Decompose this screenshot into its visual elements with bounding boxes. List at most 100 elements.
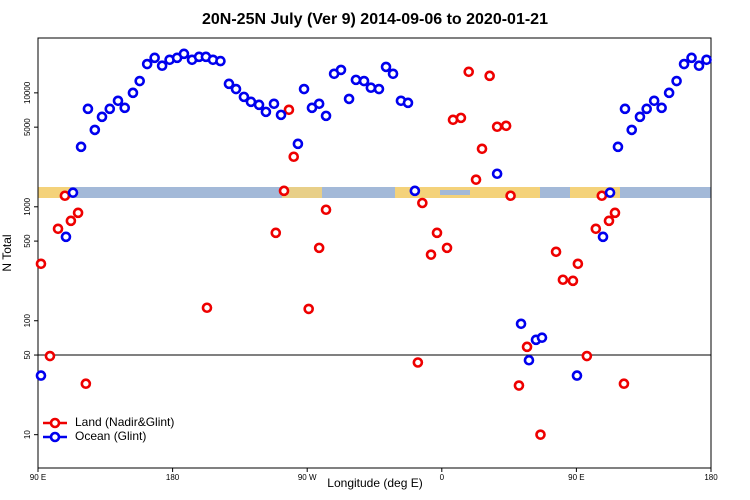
- point: [35, 370, 47, 381]
- point: [275, 109, 287, 121]
- x-tick-label: 180: [704, 473, 718, 482]
- point: [463, 66, 475, 78]
- point: [431, 227, 443, 239]
- point: [513, 380, 525, 391]
- point: [484, 70, 495, 82]
- point: [178, 48, 190, 60]
- point: [67, 187, 79, 198]
- point: [373, 83, 385, 95]
- point: [343, 93, 355, 105]
- chart-title: 20N-25N July (Ver 9) 2014-09-06 to 2020-…: [202, 11, 548, 28]
- point: [298, 83, 310, 95]
- point: [238, 91, 250, 103]
- point: [571, 370, 583, 381]
- map-strip: [38, 187, 711, 198]
- point: [500, 120, 512, 132]
- point: [223, 78, 235, 90]
- x-tick-label: 0: [440, 473, 445, 482]
- legend-label: Land (Nadir&Glint): [75, 415, 174, 429]
- point: [230, 83, 242, 95]
- point: [618, 378, 630, 390]
- point: [678, 58, 690, 70]
- plot-frame: [37, 37, 712, 469]
- point: [72, 207, 84, 219]
- point: [491, 168, 503, 180]
- point: [567, 275, 579, 287]
- point: [604, 187, 616, 198]
- point: [44, 350, 56, 362]
- point: [656, 102, 667, 114]
- point: [590, 223, 602, 235]
- point: [523, 354, 535, 366]
- point: [365, 82, 377, 93]
- point: [149, 52, 160, 64]
- point: [134, 75, 145, 87]
- point: [536, 332, 548, 343]
- point: [412, 357, 424, 368]
- point: [663, 87, 675, 99]
- point: [283, 104, 295, 116]
- point: [127, 87, 139, 99]
- point: [313, 98, 325, 110]
- point: [278, 185, 290, 197]
- point: [156, 60, 168, 72]
- point: [441, 242, 453, 254]
- point: [550, 246, 562, 258]
- point: [597, 231, 609, 243]
- y-tick-label: 5000: [23, 118, 32, 136]
- point: [288, 151, 300, 163]
- point: [52, 223, 64, 235]
- point: [119, 102, 131, 114]
- point: [320, 204, 332, 216]
- point: [470, 174, 482, 185]
- point: [335, 64, 347, 76]
- point: [104, 103, 116, 115]
- point: [320, 110, 332, 122]
- point: [581, 350, 593, 362]
- point: [701, 54, 712, 66]
- point: [609, 207, 621, 219]
- point: [260, 106, 272, 118]
- point: [491, 121, 503, 133]
- point: [641, 103, 652, 115]
- y-tick-label: 500: [23, 234, 32, 248]
- y-tick-label: 1000: [23, 197, 32, 215]
- point: [417, 197, 428, 209]
- y-tick-label: 10000: [23, 81, 32, 104]
- point: [380, 61, 392, 73]
- point: [96, 111, 108, 123]
- y-tick-label: 10: [23, 430, 32, 439]
- point: [350, 74, 362, 86]
- y-tick-label: 100: [23, 314, 32, 328]
- point: [648, 95, 660, 107]
- point: [521, 341, 533, 353]
- point: [603, 215, 615, 227]
- point: [112, 95, 124, 107]
- point: [141, 58, 153, 70]
- point: [270, 227, 282, 239]
- point: [476, 143, 488, 155]
- point: [515, 318, 527, 330]
- point: [671, 75, 682, 87]
- point: [253, 99, 265, 111]
- point: [535, 429, 546, 440]
- point: [75, 141, 87, 153]
- point: [65, 215, 77, 227]
- point: [215, 55, 226, 67]
- point: [60, 231, 72, 243]
- point: [596, 190, 608, 202]
- legend-marker: [49, 431, 61, 443]
- point: [387, 68, 399, 80]
- point: [80, 378, 92, 390]
- point: [303, 303, 314, 315]
- point: [686, 52, 697, 64]
- point: [455, 112, 467, 124]
- point: [557, 274, 569, 286]
- point: [505, 190, 516, 202]
- point: [268, 98, 280, 110]
- point: [358, 75, 370, 87]
- point: [612, 141, 624, 153]
- point: [619, 103, 631, 115]
- point: [425, 249, 437, 260]
